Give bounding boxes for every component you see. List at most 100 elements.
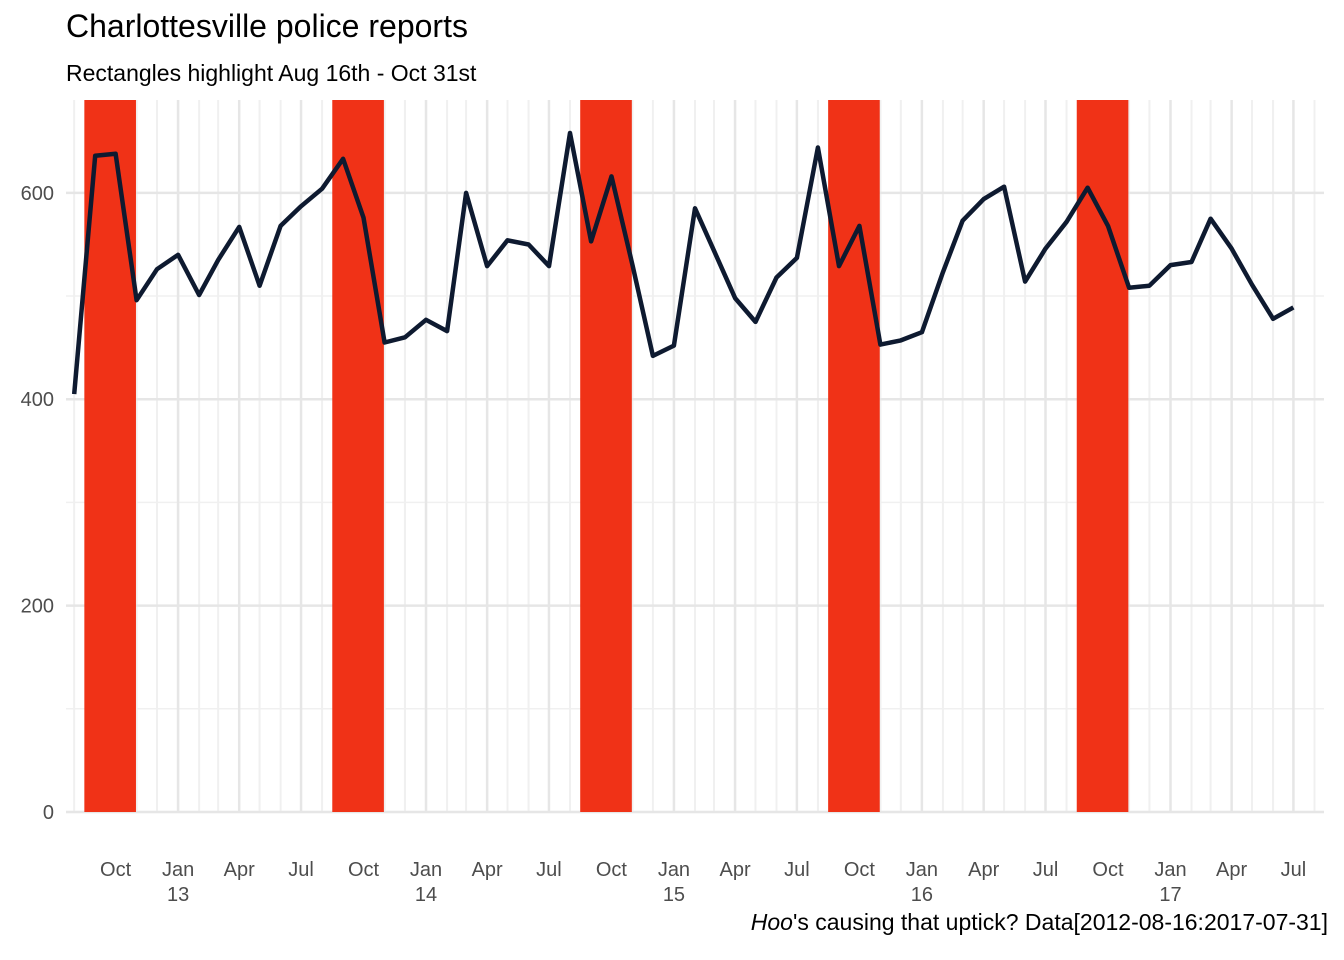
data-point [961, 219, 965, 223]
data-point [299, 204, 303, 208]
highlight-rectangle [332, 100, 384, 812]
data-point [114, 152, 118, 156]
data-point [527, 242, 531, 246]
data-point [237, 225, 241, 229]
y-tick-label: 400 [21, 389, 54, 411]
data-point [197, 293, 201, 297]
data-point [941, 270, 945, 274]
data-point [362, 216, 366, 220]
x-tick-label: Jul [1033, 859, 1059, 881]
x-tick-label: Oct [844, 859, 876, 881]
data-point [135, 298, 139, 302]
data-point [651, 354, 655, 358]
x-tick-label: Jan [658, 859, 690, 881]
data-point [1065, 220, 1069, 224]
data-point [982, 197, 986, 201]
data-point [424, 318, 428, 322]
highlight-rectangle [828, 100, 880, 812]
data-point [216, 258, 220, 262]
data-point [1291, 305, 1295, 309]
data-point [155, 267, 159, 271]
data-point [403, 335, 407, 339]
data-point [1230, 247, 1234, 251]
highlight-rectangle [84, 100, 136, 812]
data-point [464, 191, 468, 195]
data-point [1086, 186, 1090, 190]
data-point [631, 263, 635, 267]
x-tick-label: Apr [1216, 859, 1247, 881]
data-point [899, 338, 903, 342]
data-point [589, 239, 593, 243]
data-point [672, 344, 676, 348]
x-tick-label: Apr [472, 859, 503, 881]
x-tick-year-label: 17 [1159, 884, 1181, 906]
data-point [279, 224, 283, 228]
data-point [176, 253, 180, 257]
data-point [1127, 286, 1131, 290]
data-point [506, 238, 510, 242]
data-point [1002, 185, 1006, 189]
data-point [1106, 224, 1110, 228]
data-point [547, 264, 551, 268]
series-line-layer [71, 130, 1295, 396]
series-line [71, 130, 1295, 395]
caption-text: 's causing that uptick? Data[2012-08-16:… [792, 909, 1328, 935]
data-point [93, 154, 97, 158]
x-tick-label: Jul [1281, 859, 1307, 881]
chart-subtitle: Rectangles highlight Aug 16th - Oct 31st [66, 60, 477, 86]
axis-labels: 0 200 400 600 Oct Jan 13 Apr Jul Oct Jan 14 Apr Jul Oc… [21, 183, 1307, 906]
y-tick-label: 600 [21, 183, 54, 205]
data-point [795, 256, 799, 260]
data-point [1190, 260, 1194, 264]
x-tick-label: Apr [224, 859, 255, 881]
data-point [1023, 280, 1027, 284]
x-tick-label: Jul [536, 859, 562, 881]
data-point [445, 329, 449, 333]
x-tick-label: Oct [348, 859, 380, 881]
y-tick-label: 200 [21, 596, 54, 618]
data-point [383, 340, 387, 344]
data-point [837, 264, 841, 268]
highlight-rectangle [1076, 100, 1129, 812]
x-tick-label: Jan [410, 859, 442, 881]
data-point [920, 330, 924, 334]
highlight-rectangles [84, 100, 1129, 812]
chart-title: Charlottesville police reports [66, 8, 468, 44]
data-point [485, 264, 489, 268]
data-point [878, 343, 882, 347]
data-point [1209, 217, 1213, 221]
x-tick-label: Jan [1154, 859, 1186, 881]
highlight-rectangle [580, 100, 632, 812]
data-point [753, 320, 757, 324]
x-tick-label: Jan [162, 859, 194, 881]
data-point [1271, 317, 1275, 321]
x-tick-year-label: 14 [415, 884, 437, 906]
data-point [733, 296, 737, 300]
x-tick-label: Oct [100, 859, 132, 881]
x-tick-label: Jul [288, 859, 314, 881]
caption-italic: Hoo [750, 909, 793, 935]
x-tick-label: Apr [720, 859, 751, 881]
data-point [816, 145, 820, 149]
data-point [609, 174, 613, 178]
x-tick-year-label: 15 [663, 884, 685, 906]
data-point [258, 284, 262, 288]
x-tick-year-label: 13 [167, 884, 189, 906]
x-tick-label: Jan [906, 859, 938, 881]
grid-lines [66, 100, 1324, 814]
y-tick-label: 0 [43, 802, 54, 824]
chart-caption: Hoo's causing that uptick? Data[2012-08-… [751, 909, 1328, 936]
data-point [72, 392, 76, 396]
data-point [1168, 263, 1172, 267]
x-tick-label: Oct [596, 859, 628, 881]
data-point [1147, 284, 1151, 288]
x-tick-label: Oct [1092, 859, 1124, 881]
data-point [857, 224, 861, 228]
data-point [1044, 247, 1048, 251]
data-point [320, 187, 324, 191]
data-point [568, 131, 572, 135]
data-point [1250, 283, 1254, 287]
x-tick-label: Apr [968, 859, 999, 881]
data-point [775, 275, 779, 279]
